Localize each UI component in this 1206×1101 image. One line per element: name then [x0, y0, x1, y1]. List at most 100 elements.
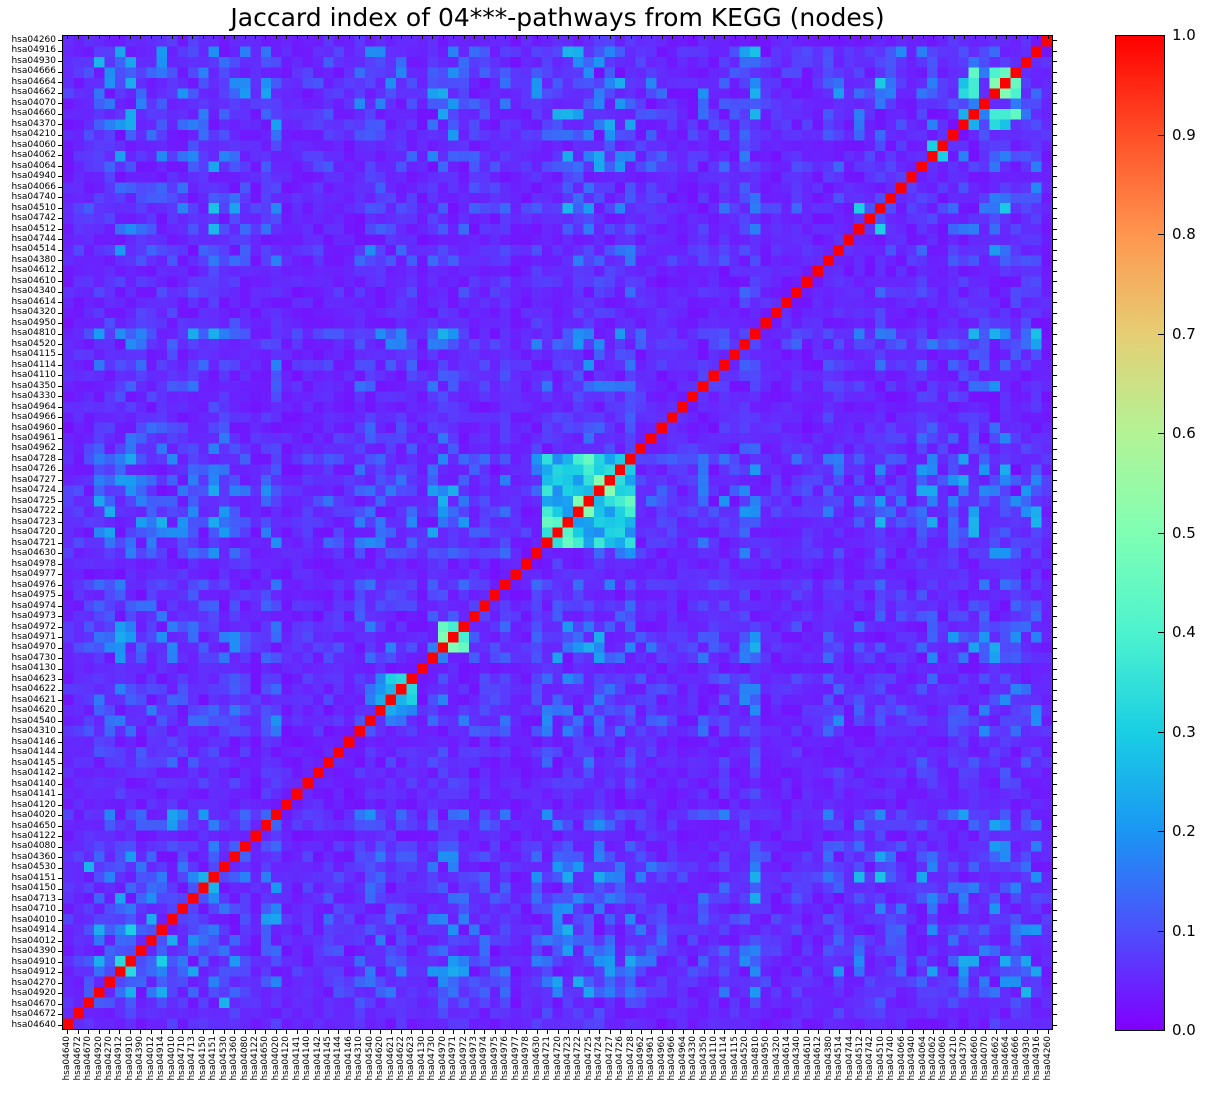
y-axis-tick	[58, 50, 62, 52]
right-axis-tick	[1053, 522, 1057, 524]
top-axis-tick	[693, 35, 695, 39]
x-axis-tick	[296, 1030, 298, 1034]
y-tick-label: hsa04612	[11, 265, 56, 276]
top-axis-tick	[776, 35, 778, 39]
x-tick-label: hsa04950	[761, 1036, 772, 1081]
x-axis-tick	[432, 1030, 434, 1034]
top-axis-tick	[964, 35, 966, 39]
top-axis-tick	[192, 35, 194, 39]
top-axis-tick	[880, 35, 882, 39]
x-tick-label: hsa04744	[844, 1036, 855, 1081]
x-axis-tick	[536, 1030, 538, 1034]
top-axis-tick	[484, 35, 486, 39]
top-axis-tick	[515, 35, 517, 39]
x-axis-tick	[275, 1030, 277, 1034]
top-axis-tick	[547, 35, 549, 39]
top-axis-tick	[766, 35, 768, 39]
x-axis-tick	[891, 1030, 893, 1034]
y-tick-label: hsa04740	[11, 192, 56, 203]
y-axis-tick	[58, 689, 62, 691]
x-tick-label: hsa04920	[93, 1036, 104, 1081]
right-axis-tick	[1053, 333, 1057, 335]
right-axis-tick	[1053, 501, 1057, 503]
right-axis-tick	[1053, 281, 1057, 283]
y-tick-label: hsa04150	[11, 883, 56, 894]
x-axis-tick	[171, 1030, 173, 1034]
x-axis-tick	[1006, 1030, 1008, 1034]
right-axis-tick	[1053, 563, 1057, 565]
x-tick-label: hsa04622	[396, 1036, 407, 1081]
x-tick-label: hsa04916	[1032, 1036, 1043, 1081]
x-tick-label: hsa04020	[270, 1036, 281, 1081]
right-axis-tick	[1053, 249, 1057, 251]
x-tick-label: hsa04621	[385, 1036, 396, 1081]
y-axis-tick	[58, 532, 62, 534]
top-axis-tick	[254, 35, 256, 39]
top-axis-tick	[1006, 35, 1008, 39]
x-tick-label: hsa04360	[229, 1036, 240, 1081]
right-axis-tick	[1053, 982, 1057, 984]
y-tick-label: hsa04066	[11, 181, 56, 192]
colorbar-tick	[1158, 35, 1164, 36]
colorbar-tick	[1158, 333, 1164, 335]
x-axis-tick	[620, 1030, 622, 1034]
y-axis-tick	[58, 186, 62, 188]
y-tick-label: hsa04976	[11, 579, 56, 590]
top-axis-tick	[682, 35, 684, 39]
y-tick-label: hsa04122	[11, 831, 56, 841]
right-axis-tick	[1053, 752, 1057, 754]
x-tick-label: hsa04721	[542, 1036, 553, 1081]
x-tick-label: hsa04080	[239, 1036, 250, 1081]
y-axis-tick	[58, 679, 62, 681]
x-axis-tick	[713, 1030, 715, 1034]
x-tick-label: hsa04260	[1042, 1036, 1053, 1081]
x-axis-tick	[776, 1030, 778, 1034]
x-tick-label: hsa04514	[834, 1036, 845, 1081]
y-axis-tick	[58, 815, 62, 817]
right-axis-tick	[1053, 1024, 1057, 1026]
top-axis-tick	[171, 35, 173, 39]
x-axis-tick	[703, 1030, 705, 1034]
y-axis-tick	[58, 71, 62, 73]
top-axis-tick	[1026, 35, 1028, 39]
y-tick-label: hsa04020	[11, 810, 56, 821]
top-axis-tick	[317, 35, 319, 39]
y-axis-tick	[58, 260, 62, 262]
x-axis-tick	[870, 1030, 872, 1034]
right-axis-tick	[1053, 469, 1057, 471]
x-tick-label: hsa04070	[980, 1036, 991, 1081]
top-axis-tick	[526, 35, 528, 39]
x-axis-tick	[369, 1030, 371, 1034]
y-axis-tick	[58, 542, 62, 544]
x-axis-tick	[244, 1030, 246, 1034]
y-tick-label: hsa04744	[11, 234, 56, 244]
top-axis-tick	[640, 35, 642, 39]
right-axis-tick	[1053, 40, 1057, 42]
y-tick-label: hsa04260	[11, 35, 56, 45]
y-tick-label: hsa04141	[11, 789, 56, 800]
right-axis-tick	[1053, 595, 1057, 597]
top-axis-tick	[234, 35, 236, 39]
right-axis-tick	[1053, 218, 1057, 220]
x-tick-label: hsa04662	[990, 1036, 1001, 1081]
right-axis-tick	[1053, 668, 1057, 670]
y-axis-tick	[58, 406, 62, 408]
top-axis-tick	[985, 35, 987, 39]
x-axis-tick	[254, 1030, 256, 1034]
y-tick-label: hsa04978	[11, 558, 56, 569]
top-axis-tick	[181, 35, 183, 39]
right-axis-tick	[1053, 542, 1057, 544]
top-axis-tick	[286, 35, 288, 39]
top-axis-tick	[494, 35, 496, 39]
y-axis-tick	[58, 197, 62, 199]
x-axis-tick	[307, 1030, 309, 1034]
right-axis-tick	[1053, 417, 1057, 419]
y-tick-label: hsa04730	[11, 652, 56, 663]
right-axis-tick	[1053, 270, 1057, 272]
y-axis-tick	[58, 354, 62, 356]
top-axis-tick	[77, 35, 79, 39]
x-axis-tick	[442, 1030, 444, 1034]
y-axis-tick	[58, 1024, 62, 1026]
y-axis-tick	[58, 302, 62, 304]
y-axis-tick	[58, 343, 62, 345]
